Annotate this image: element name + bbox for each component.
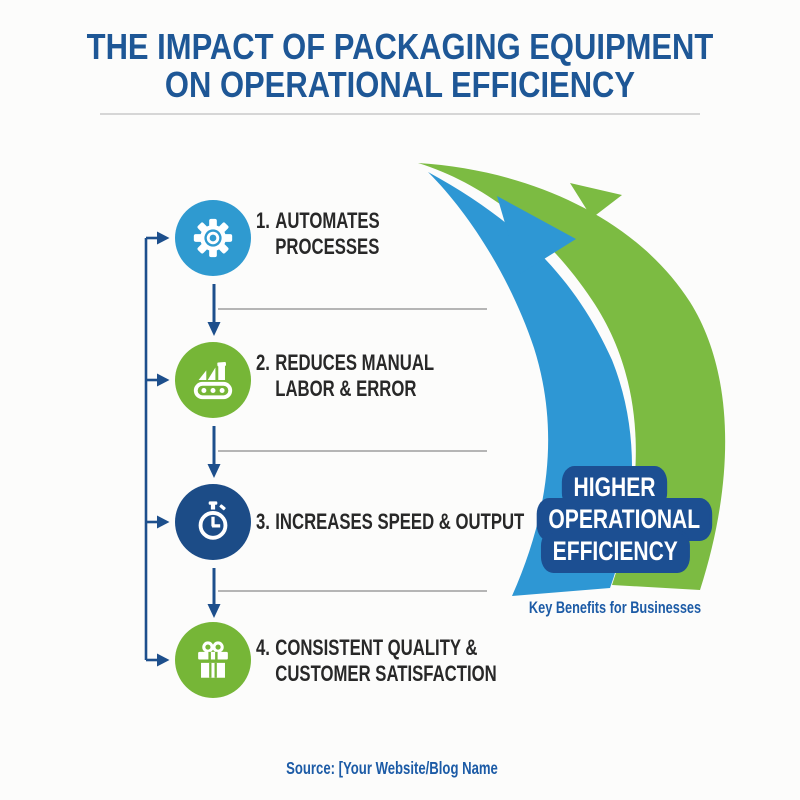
step1-label: AUTOMATES PROCESSES — [275, 208, 380, 259]
step4-label: CONSISTENT QUALITY & CUSTOMER SATISFACTI… — [275, 635, 497, 686]
step1-text: 1. AUTOMATES PROCESSES — [256, 208, 380, 260]
step3-text: 3. INCREASES SPEED & OUTPUT — [256, 509, 524, 535]
flow-bracket — [144, 231, 170, 667]
branch-arrowhead-icon — [157, 653, 170, 667]
page-title: THE IMPACT OF PACKAGING EQUIPMENT ON OPE… — [56, 26, 744, 106]
step4-text: 4. CONSISTENT QUALITY & CUSTOMER SATISFA… — [256, 635, 497, 687]
branch-arrowhead-icon — [157, 231, 170, 245]
source-text: Source: [Your Website/Blog Name — [286, 758, 498, 778]
step3-circle — [175, 484, 251, 560]
step3-label: INCREASES SPEED & OUTPUT — [275, 509, 525, 534]
branch-arrowhead-icon — [157, 515, 170, 529]
step2-circle — [175, 342, 251, 418]
conveyor-icon — [193, 362, 233, 400]
step4-circle — [175, 622, 251, 698]
result-badge: HIGHER OPERATIONAL EFFICIENCY — [515, 469, 715, 570]
down-arrowhead-icon — [207, 604, 221, 618]
step1-circle — [175, 200, 251, 276]
blue-arrowhead-icon — [497, 196, 576, 274]
step2-number: 2. — [256, 350, 270, 375]
green-arrowhead-icon — [570, 183, 622, 218]
step3-number: 3. — [256, 509, 270, 534]
page-title-line1: THE IMPACT OF PACKAGING EQUIPMENT — [86, 26, 714, 67]
step1-number: 1. — [256, 208, 270, 233]
result-badge-line3: EFFICIENCY — [543, 533, 687, 570]
stopwatch-icon — [198, 501, 228, 540]
page-title-line2: ON OPERATIONAL EFFICIENCY — [164, 64, 636, 106]
gear-icon — [193, 218, 233, 258]
step2-label: REDUCES MANUAL LABOR & ERROR — [275, 350, 435, 401]
gift-icon — [198, 641, 228, 678]
branch-arrowhead-icon — [157, 373, 170, 387]
step4-number: 4. — [256, 635, 270, 660]
step2-text: 2. REDUCES MANUAL LABOR & ERROR — [256, 350, 434, 402]
result-caption: Key Benefits for Businesses — [528, 598, 702, 617]
down-arrowhead-icon — [207, 464, 221, 478]
step-down-arrows — [207, 284, 221, 618]
down-arrowhead-icon — [207, 322, 221, 336]
